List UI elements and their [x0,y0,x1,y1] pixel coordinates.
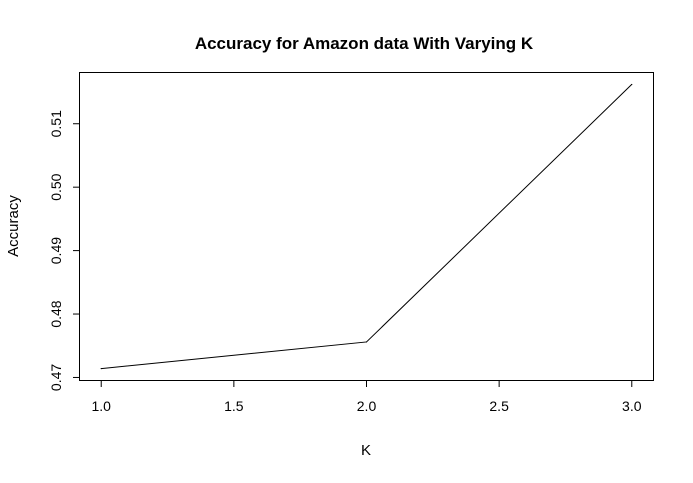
data-point [631,83,633,86]
y-tick-label: 0.49 [48,237,64,264]
y-axis: 0.47 0.48 0.49 0.50 0.51 [48,110,80,391]
x-axis-label: K [361,442,371,459]
x-tick-label: 1.5 [224,398,244,414]
x-tick-label: 1.0 [91,398,111,414]
data-point [100,367,102,370]
x-axis: 1.0 1.5 2.0 2.5 3.0 [91,380,642,414]
y-tick-label: 0.48 [48,300,64,327]
plot-area-frame [79,72,654,381]
x-tick-label: 2.5 [489,398,509,414]
y-tick-label: 0.51 [48,110,64,137]
y-tick-label: 0.50 [48,173,64,200]
y-axis-label: Accuracy [5,195,22,257]
y-tick-label: 0.47 [48,364,64,391]
series-layer [100,83,633,370]
data-point [365,341,368,343]
x-tick-label: 2.0 [357,398,377,414]
x-tick-label: 3.0 [622,398,642,414]
series-line [101,84,633,370]
chart-title: Accuracy for Amazon data With Varying K [195,34,534,53]
